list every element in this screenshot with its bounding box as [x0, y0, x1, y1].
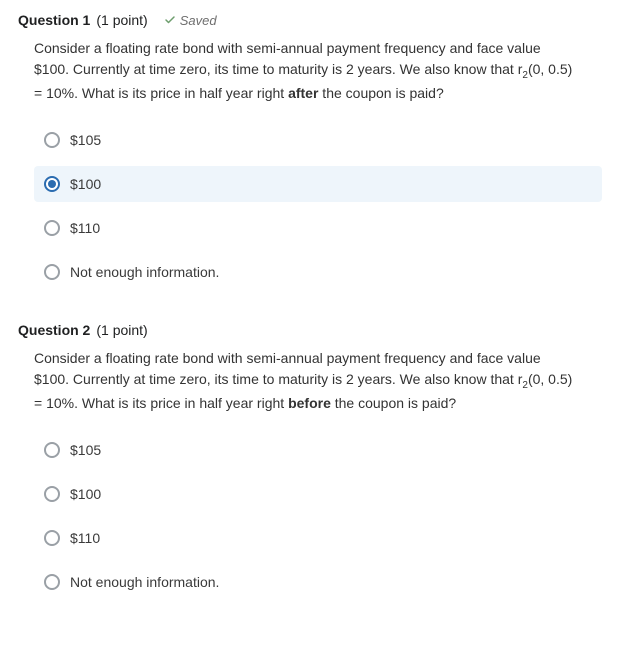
question-header: Question 2 (1 point): [18, 322, 602, 338]
question-block: Question 1 (1 point) Saved Consider a float…: [18, 12, 602, 290]
question-header: Question 1 (1 point) Saved: [18, 12, 602, 28]
radio-dot: [48, 180, 56, 188]
option-label: $105: [70, 442, 101, 458]
radio-icon[interactable]: [44, 132, 60, 148]
question-block: Question 2 (1 point) Consider a floating r…: [18, 322, 602, 600]
saved-label: Saved: [180, 13, 217, 28]
radio-icon[interactable]: [44, 530, 60, 546]
radio-icon[interactable]: [44, 264, 60, 280]
option[interactable]: $110: [34, 520, 602, 556]
option-label: $110: [70, 220, 100, 236]
question-title: Question 1: [18, 12, 90, 28]
question-points: (1 point): [96, 322, 147, 338]
option-label: Not enough information.: [70, 264, 219, 280]
option[interactable]: $100: [34, 166, 602, 202]
options-list: $105 $100 $110 Not enough information.: [34, 432, 602, 600]
question-body: Consider a floating rate bond with semi-…: [34, 348, 574, 414]
question-title: Question 2: [18, 322, 90, 338]
options-list: $105 $100 $110 Not enough information.: [34, 122, 602, 290]
option[interactable]: $100: [34, 476, 602, 512]
option-label: Not enough information.: [70, 574, 219, 590]
radio-icon[interactable]: [44, 486, 60, 502]
option[interactable]: $110: [34, 210, 602, 246]
radio-icon[interactable]: [44, 176, 60, 192]
radio-icon[interactable]: [44, 574, 60, 590]
radio-icon[interactable]: [44, 442, 60, 458]
option[interactable]: Not enough information.: [34, 254, 602, 290]
option[interactable]: Not enough information.: [34, 564, 602, 600]
saved-indicator: Saved: [164, 13, 217, 28]
option[interactable]: $105: [34, 122, 602, 158]
option-label: $110: [70, 530, 100, 546]
option[interactable]: $105: [34, 432, 602, 468]
check-icon: [164, 14, 176, 26]
question-points: (1 point): [96, 12, 147, 28]
option-label: $100: [70, 486, 101, 502]
option-label: $105: [70, 132, 101, 148]
radio-icon[interactable]: [44, 220, 60, 236]
option-label: $100: [70, 176, 101, 192]
question-body: Consider a floating rate bond with semi-…: [34, 38, 574, 104]
